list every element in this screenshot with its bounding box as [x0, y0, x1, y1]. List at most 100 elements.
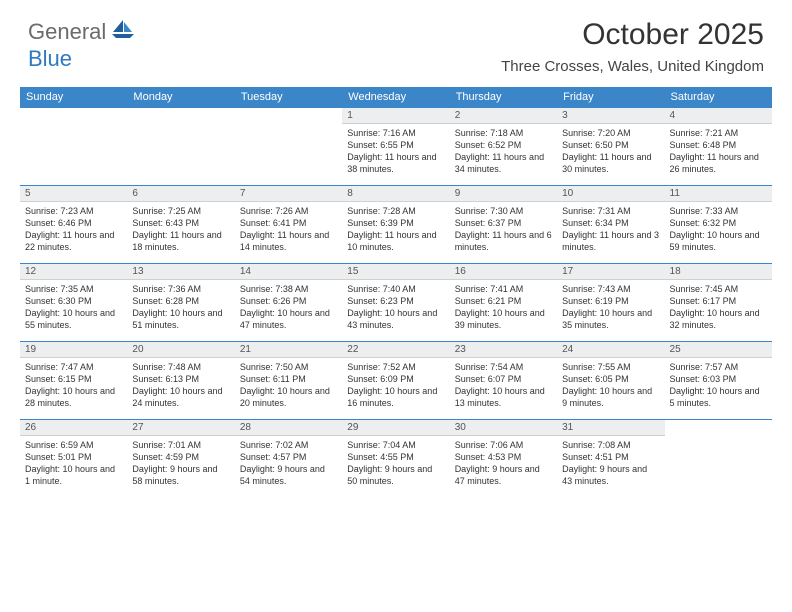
day-number-bar: 22 — [342, 341, 449, 358]
calendar-cell: 28Sunrise: 7:02 AMSunset: 4:57 PMDayligh… — [235, 419, 342, 497]
sunset-line: Sunset: 6:13 PM — [132, 373, 229, 385]
day-cell-body: Sunrise: 7:38 AMSunset: 6:26 PMDaylight:… — [235, 280, 342, 336]
day-cell-body: Sunrise: 7:43 AMSunset: 6:19 PMDaylight:… — [557, 280, 664, 336]
sunset-line: Sunset: 4:59 PM — [132, 451, 229, 463]
day-number-bar: 20 — [127, 341, 234, 358]
day-number-bar: 5 — [20, 185, 127, 202]
calendar-cell: 22Sunrise: 7:52 AMSunset: 6:09 PMDayligh… — [342, 341, 449, 419]
day-header: Sunday — [20, 87, 127, 107]
calendar-cell: 24Sunrise: 7:55 AMSunset: 6:05 PMDayligh… — [557, 341, 664, 419]
title-block: October 2025 Three Crosses, Wales, Unite… — [501, 18, 764, 75]
sunrise-line: Sunrise: 7:08 AM — [562, 439, 659, 451]
calendar-cell: 14Sunrise: 7:38 AMSunset: 6:26 PMDayligh… — [235, 263, 342, 341]
day-cell-body: Sunrise: 7:20 AMSunset: 6:50 PMDaylight:… — [557, 124, 664, 180]
sunrise-line: Sunrise: 7:33 AM — [670, 205, 767, 217]
day-header: Friday — [557, 87, 664, 107]
day-number-bar: 25 — [665, 341, 772, 358]
sunrise-line: Sunrise: 7:50 AM — [240, 361, 337, 373]
daylight-line: Daylight: 10 hours and 32 minutes. — [670, 307, 767, 331]
sunrise-line: Sunrise: 7:01 AM — [132, 439, 229, 451]
day-header: Wednesday — [342, 87, 449, 107]
location-subtitle: Three Crosses, Wales, United Kingdom — [501, 58, 764, 75]
day-number-bar: 18 — [665, 263, 772, 280]
day-number-bar: 17 — [557, 263, 664, 280]
sunset-line: Sunset: 4:53 PM — [455, 451, 552, 463]
sunrise-line: Sunrise: 7:21 AM — [670, 127, 767, 139]
day-number-bar: 11 — [665, 185, 772, 202]
sunrise-line: Sunrise: 7:16 AM — [347, 127, 444, 139]
day-header: Saturday — [665, 87, 772, 107]
day-number-bar: 4 — [665, 107, 772, 124]
calendar-cell — [20, 107, 127, 185]
day-header: Tuesday — [235, 87, 342, 107]
day-number-bar: 16 — [450, 263, 557, 280]
sunset-line: Sunset: 6:37 PM — [455, 217, 552, 229]
day-cell-body: Sunrise: 7:02 AMSunset: 4:57 PMDaylight:… — [235, 436, 342, 492]
daylight-line: Daylight: 10 hours and 39 minutes. — [455, 307, 552, 331]
header: General October 2025 Three Crosses, Wale… — [0, 0, 792, 81]
day-number-bar: 13 — [127, 263, 234, 280]
sailboat-icon — [110, 18, 136, 45]
daylight-line: Daylight: 10 hours and 20 minutes. — [240, 385, 337, 409]
daylight-line: Daylight: 10 hours and 1 minute. — [25, 463, 122, 487]
calendar-cell: 5Sunrise: 7:23 AMSunset: 6:46 PMDaylight… — [20, 185, 127, 263]
day-header: Thursday — [450, 87, 557, 107]
daylight-line: Daylight: 11 hours and 6 minutes. — [455, 229, 552, 253]
sunset-line: Sunset: 6:15 PM — [25, 373, 122, 385]
daylight-line: Daylight: 10 hours and 51 minutes. — [132, 307, 229, 331]
sunset-line: Sunset: 6:28 PM — [132, 295, 229, 307]
day-cell-body: Sunrise: 7:25 AMSunset: 6:43 PMDaylight:… — [127, 202, 234, 258]
sunset-line: Sunset: 6:34 PM — [562, 217, 659, 229]
calendar-cell: 7Sunrise: 7:26 AMSunset: 6:41 PMDaylight… — [235, 185, 342, 263]
sunset-line: Sunset: 6:05 PM — [562, 373, 659, 385]
calendar-cell: 27Sunrise: 7:01 AMSunset: 4:59 PMDayligh… — [127, 419, 234, 497]
calendar-cell — [127, 107, 234, 185]
day-cell-body: Sunrise: 7:33 AMSunset: 6:32 PMDaylight:… — [665, 202, 772, 258]
sunset-line: Sunset: 6:41 PM — [240, 217, 337, 229]
calendar-cell — [665, 419, 772, 497]
calendar-cell: 9 Sunrise: 7:30 AMSunset: 6:37 PMDaylight… — [450, 185, 557, 263]
daylight-line: Daylight: 11 hours and 22 minutes. — [25, 229, 122, 253]
day-number-bar: 9 — [450, 185, 557, 202]
day-number-bar: 28 — [235, 419, 342, 436]
sunset-line: Sunset: 5:01 PM — [25, 451, 122, 463]
day-number-bar: 19 — [20, 341, 127, 358]
day-cell-body: Sunrise: 7:16 AMSunset: 6:55 PMDaylight:… — [342, 124, 449, 180]
calendar-cell: 3Sunrise: 7:20 AMSunset: 6:50 PMDaylight… — [557, 107, 664, 185]
day-cell-body: Sunrise: 7:48 AMSunset: 6:13 PMDaylight:… — [127, 358, 234, 414]
sunrise-line: Sunrise: 7:06 AM — [455, 439, 552, 451]
sunset-line: Sunset: 6:26 PM — [240, 295, 337, 307]
day-cell-body: Sunrise: 7:55 AMSunset: 6:05 PMDaylight:… — [557, 358, 664, 414]
sunrise-line: Sunrise: 7:57 AM — [670, 361, 767, 373]
calendar-cell: 26Sunrise: 6:59 AMSunset: 5:01 PMDayligh… — [20, 419, 127, 497]
day-cell-body: Sunrise: 7:04 AMSunset: 4:55 PMDaylight:… — [342, 436, 449, 492]
daylight-line: Daylight: 9 hours and 50 minutes. — [347, 463, 444, 487]
calendar-week-row: 1Sunrise: 7:16 AMSunset: 6:55 PMDaylight… — [20, 107, 772, 185]
day-cell-body: Sunrise: 7:06 AMSunset: 4:53 PMDaylight:… — [450, 436, 557, 492]
sunset-line: Sunset: 6:09 PM — [347, 373, 444, 385]
calendar-cell: 29Sunrise: 7:04 AMSunset: 4:55 PMDayligh… — [342, 419, 449, 497]
day-number-bar-empty — [20, 107, 127, 123]
calendar-cell: 20Sunrise: 7:48 AMSunset: 6:13 PMDayligh… — [127, 341, 234, 419]
sunset-line: Sunset: 6:43 PM — [132, 217, 229, 229]
day-cell-body: Sunrise: 7:50 AMSunset: 6:11 PMDaylight:… — [235, 358, 342, 414]
sunset-line: Sunset: 6:23 PM — [347, 295, 444, 307]
calendar-cell: 12Sunrise: 7:35 AMSunset: 6:30 PMDayligh… — [20, 263, 127, 341]
day-number-bar: 15 — [342, 263, 449, 280]
sunset-line: Sunset: 6:21 PM — [455, 295, 552, 307]
sunrise-line: Sunrise: 7:26 AM — [240, 205, 337, 217]
sunrise-line: Sunrise: 7:28 AM — [347, 205, 444, 217]
daylight-line: Daylight: 9 hours and 43 minutes. — [562, 463, 659, 487]
calendar-cell: 23Sunrise: 7:54 AMSunset: 6:07 PMDayligh… — [450, 341, 557, 419]
calendar-cell: 4Sunrise: 7:21 AMSunset: 6:48 PMDaylight… — [665, 107, 772, 185]
day-cell-body: Sunrise: 7:01 AMSunset: 4:59 PMDaylight:… — [127, 436, 234, 492]
calendar-cell: 8Sunrise: 7:28 AMSunset: 6:39 PMDaylight… — [342, 185, 449, 263]
calendar-cell: 21Sunrise: 7:50 AMSunset: 6:11 PMDayligh… — [235, 341, 342, 419]
sunrise-line: Sunrise: 7:30 AM — [455, 205, 552, 217]
sunrise-line: Sunrise: 7:38 AM — [240, 283, 337, 295]
daylight-line: Daylight: 11 hours and 18 minutes. — [132, 229, 229, 253]
daylight-line: Daylight: 9 hours and 58 minutes. — [132, 463, 229, 487]
sunrise-line: Sunrise: 7:55 AM — [562, 361, 659, 373]
day-cell-body: Sunrise: 7:47 AMSunset: 6:15 PMDaylight:… — [20, 358, 127, 414]
sunrise-line: Sunrise: 7:31 AM — [562, 205, 659, 217]
